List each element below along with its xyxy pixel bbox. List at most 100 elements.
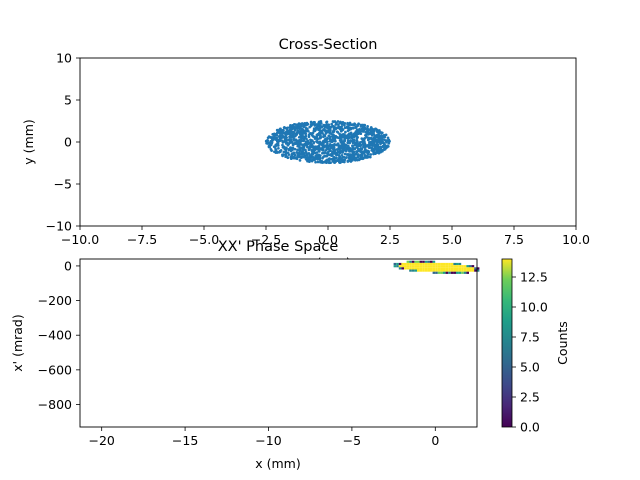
scatter-point (318, 146, 321, 149)
scatter-point (330, 132, 333, 136)
scatter-point (365, 144, 369, 148)
scatter-point (363, 156, 367, 159)
scatter-point (345, 136, 349, 140)
heatmap-cell (458, 265, 462, 268)
scatter-point (309, 138, 313, 142)
scatter-point (363, 136, 367, 140)
scatter-point (290, 140, 294, 144)
heatmap-cell (409, 260, 412, 263)
heatmap-cell (411, 269, 415, 272)
scatter-point (330, 153, 334, 156)
scatter-point (310, 149, 314, 152)
heatmap-cell (398, 265, 402, 268)
heatmap-cell (422, 265, 425, 268)
scatter-point (338, 136, 341, 140)
scatter-point (326, 153, 330, 157)
scatter-point (333, 120, 337, 123)
colorbar-tick-label: 10.0 (520, 300, 548, 315)
x-tick-label: −7.5 (127, 232, 157, 247)
scatter-point (363, 150, 367, 153)
scatter-point (316, 160, 320, 164)
heatmap-cell (406, 262, 410, 266)
scatter-point (357, 142, 361, 146)
scatter-point (360, 155, 364, 159)
scatter-point (297, 126, 301, 130)
scatter-point (379, 131, 383, 134)
heatmap-cell (422, 262, 425, 266)
scatter-point (270, 140, 274, 144)
heatmap-cell (424, 267, 428, 270)
heatmap-cell (430, 260, 433, 263)
scatter-point (377, 132, 381, 136)
scatter-point (284, 126, 288, 130)
heatmap-cell (398, 267, 402, 270)
scatter-point (348, 127, 352, 131)
scatter-point (375, 151, 379, 155)
heatmap-cell (417, 267, 420, 270)
y-tick-label: −400 (38, 328, 72, 343)
heatmap-cell (422, 269, 425, 272)
scatter-point (346, 153, 350, 156)
scatter-point (302, 125, 306, 128)
scatter-point (331, 150, 335, 154)
scatter-point (295, 151, 299, 154)
heatmap-cell (450, 262, 454, 266)
scatter-point (319, 135, 322, 138)
heatmap-cell (466, 269, 469, 272)
scatter-point (289, 155, 293, 159)
scatter-point (335, 126, 339, 130)
scatter-point (311, 122, 315, 125)
scatter-point (306, 145, 309, 149)
scatter-point (377, 145, 381, 149)
heatmap-cell (476, 269, 480, 272)
scatter-point (287, 148, 291, 152)
scatter-point (352, 126, 355, 130)
scatter-point (336, 142, 340, 146)
heatmap-cell (453, 271, 456, 274)
heatmap-cell (437, 269, 441, 272)
heatmap-cell (424, 260, 428, 263)
heatmap-cell (463, 271, 467, 274)
scatter-point (375, 138, 379, 142)
scatter-point (289, 135, 293, 139)
heatmap-cell (417, 265, 420, 268)
scatter-point (300, 143, 304, 147)
heatmap-cell (427, 267, 430, 270)
scatter-point (369, 131, 373, 135)
heatmap-cell (432, 265, 436, 268)
scatter-point (286, 151, 290, 155)
scatter-point (306, 156, 310, 160)
scatter-point (345, 156, 348, 159)
heatmap-cell (409, 267, 412, 270)
heatmap-cell (414, 267, 417, 270)
scatter-point (330, 157, 334, 161)
heatmap-cell (471, 269, 475, 272)
scatter-point (302, 144, 306, 148)
heatmap-cell (440, 271, 443, 274)
scatter-point (335, 135, 339, 139)
scatter-point (349, 148, 352, 151)
scatter-point (274, 144, 277, 148)
scatter-point (289, 146, 292, 149)
scatter-point (353, 122, 357, 126)
scatter-point (335, 130, 339, 134)
phase-space-xticks: −20 −15 −10 −5 0 (88, 427, 439, 448)
scatter-point (362, 145, 365, 149)
heatmap-cell (393, 265, 397, 268)
colorbar-tick-label: 0.0 (520, 420, 540, 435)
heatmap-cell (443, 262, 446, 266)
colorbar-gradient (501, 258, 513, 428)
scatter-point (303, 155, 307, 158)
scatter-point (284, 134, 288, 138)
scatter-point (285, 132, 289, 136)
scatter-point (344, 130, 347, 134)
scatter-point (336, 123, 340, 126)
heatmap-cell (432, 260, 436, 263)
heatmap-cell (443, 267, 446, 270)
scatter-point (325, 161, 328, 165)
scatter-point (308, 147, 311, 151)
heatmap-cell (453, 265, 456, 268)
heatmap-cell (414, 260, 417, 263)
colorbar-label: Counts (555, 321, 570, 365)
heatmap-cell (396, 262, 399, 266)
